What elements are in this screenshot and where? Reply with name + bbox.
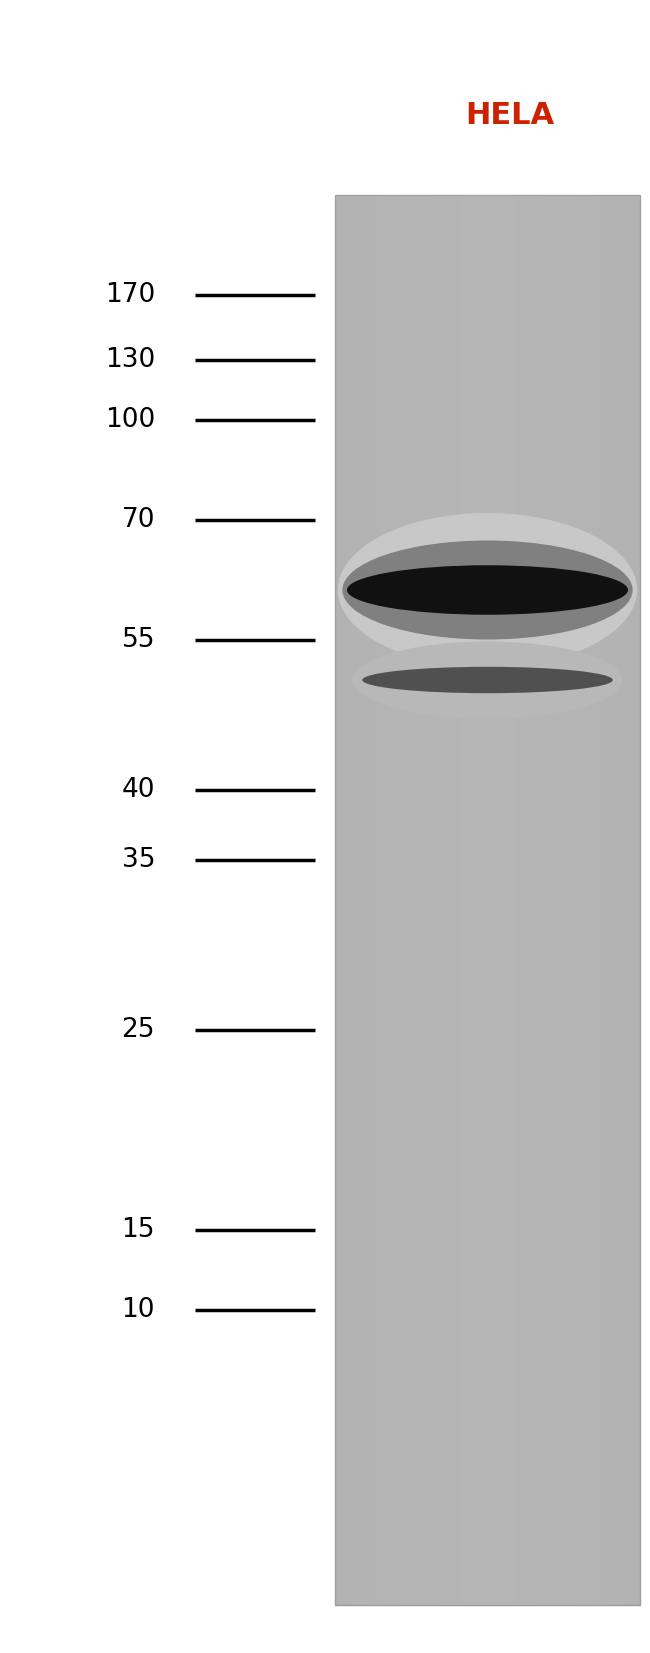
Ellipse shape (362, 666, 613, 693)
Text: 15: 15 (122, 1217, 155, 1243)
Text: 25: 25 (122, 1017, 155, 1043)
Bar (335, 195, 640, 1605)
Text: HELA: HELA (465, 101, 554, 129)
Ellipse shape (338, 512, 637, 668)
Ellipse shape (353, 641, 622, 719)
Text: 170: 170 (105, 283, 155, 307)
Text: 35: 35 (122, 846, 155, 873)
Text: 10: 10 (122, 1298, 155, 1322)
Text: 130: 130 (105, 347, 155, 374)
Ellipse shape (343, 541, 632, 640)
Text: 40: 40 (122, 777, 155, 803)
Text: 70: 70 (122, 507, 155, 532)
Ellipse shape (347, 565, 628, 615)
Text: 55: 55 (122, 626, 155, 653)
Text: 100: 100 (105, 407, 155, 433)
